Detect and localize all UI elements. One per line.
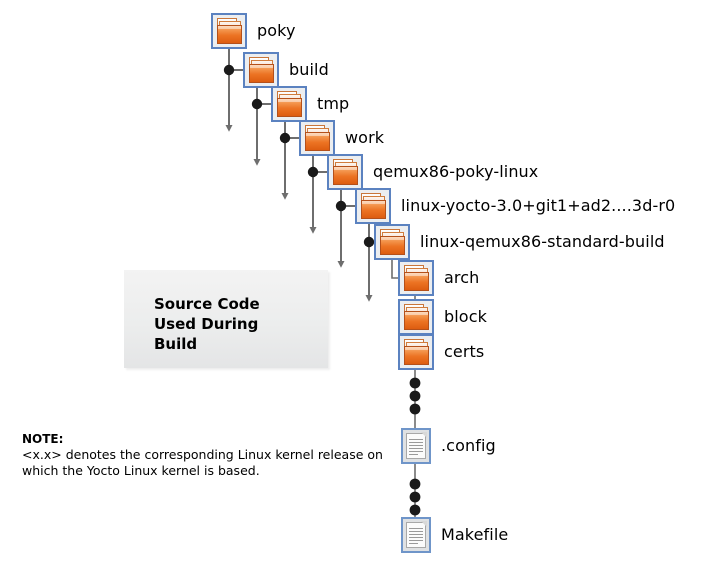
tree-node-label: block xyxy=(444,307,487,326)
tree-node-makefile[interactable]: Makefile xyxy=(401,517,508,553)
folder-icon xyxy=(374,224,410,260)
tree-node-label: linux-qemux86-standard-build xyxy=(420,232,665,251)
folder-icon xyxy=(211,13,247,49)
source-code-callout: Source Code Used During Build xyxy=(124,270,328,368)
folder-icon xyxy=(271,86,307,122)
tree-node-label: build xyxy=(289,60,329,79)
tree-node-label: tmp xyxy=(317,94,350,113)
tree-node-label: qemux86-poky-linux xyxy=(373,162,539,181)
folder-icon xyxy=(398,334,434,370)
folder-icon xyxy=(398,260,434,296)
note-title: NOTE: xyxy=(22,432,64,446)
note-block: NOTE: <x.x> denotes the corresponding Li… xyxy=(22,432,383,479)
tree-node-block[interactable]: block xyxy=(398,299,487,335)
tree-node-tmp[interactable]: tmp xyxy=(271,86,349,122)
tree-node-config[interactable]: .config xyxy=(401,428,496,464)
tree-node-linux-qemux86-standard-build[interactable]: linux-qemux86-standard-build xyxy=(374,224,665,260)
folder-icon xyxy=(243,52,279,88)
folder-icon xyxy=(398,299,434,335)
tree-node-poky[interactable]: poky xyxy=(211,13,296,49)
tree-node-label: Makefile xyxy=(441,525,509,544)
note-body: <x.x> denotes the corresponding Linux ke… xyxy=(22,447,383,478)
tree-node-label: work xyxy=(345,128,385,147)
document-icon xyxy=(401,517,431,553)
tree-node-work[interactable]: work xyxy=(299,120,384,156)
folder-icon xyxy=(327,154,363,190)
tree-node-label: poky xyxy=(257,21,296,40)
document-icon xyxy=(401,428,431,464)
tree-node-label: certs xyxy=(444,342,485,361)
tree-node-certs[interactable]: certs xyxy=(398,334,484,370)
tree-node-build[interactable]: build xyxy=(243,52,329,88)
tree-node-label: arch xyxy=(444,268,480,287)
tree-node-arch[interactable]: arch xyxy=(398,260,479,296)
tree-node-label: .config xyxy=(441,436,496,455)
tree-node-label: linux-yocto-3.0+git1+ad2....3d-r0 xyxy=(401,196,676,215)
tree-node-qemux86-poky-linux[interactable]: qemux86-poky-linux xyxy=(327,154,538,190)
source-code-callout-text: Source Code Used During Build xyxy=(154,295,260,353)
folder-icon xyxy=(299,120,335,156)
tree-node-linux-yocto[interactable]: linux-yocto-3.0+git1+ad2....3d-r0 xyxy=(355,188,675,224)
folder-icon xyxy=(355,188,391,224)
